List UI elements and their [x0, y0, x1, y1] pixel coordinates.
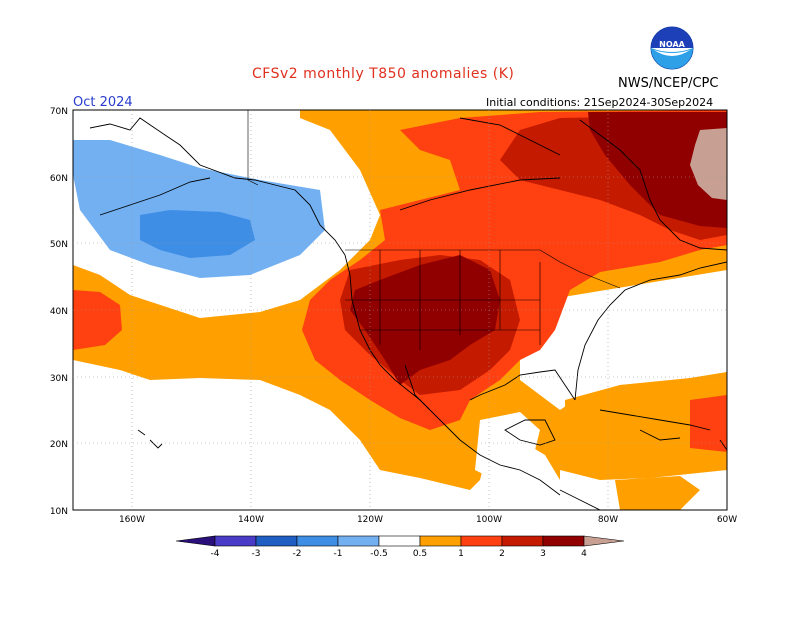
anomaly-fields: [73, 110, 727, 510]
colorbar-tick-label: -3: [252, 549, 261, 559]
lon-label: 80W: [598, 515, 618, 525]
latitude-labels: 70N 60N 50N 40N 30N 20N 10N: [50, 107, 68, 517]
longitude-labels: 160W 140W 120W 100W 80W 60W: [119, 515, 737, 525]
colorbar-swatch: [460, 535, 503, 547]
noaa-logo: NOAA: [650, 26, 694, 70]
lat-label: 70N: [50, 107, 68, 117]
lat-label: 20N: [50, 440, 68, 450]
colorbar-swatch: [501, 535, 544, 547]
colorbar-swatch: [175, 535, 216, 547]
map-title: CFSv2 monthly T850 anomalies (K): [252, 66, 515, 82]
lon-label: 140W: [238, 515, 264, 525]
colorbar-tick-label: 2: [499, 549, 505, 559]
colorbar-tick-label: -4: [211, 549, 220, 559]
colorbar-swatch: [255, 535, 298, 547]
colorbar-swatch: [583, 535, 625, 547]
colorbar-tick-label: -2: [293, 549, 302, 559]
colorbar-tick-label: 3: [540, 549, 546, 559]
lat-label: 50N: [50, 240, 68, 250]
lat-label: 40N: [50, 307, 68, 317]
colorbar-tick-label: -0.5: [370, 549, 388, 559]
initial-conditions: Initial conditions: 21Sep2024-30Sep2024: [486, 96, 714, 109]
coastlines: [89, 117, 727, 510]
forecast-month: Oct 2024: [73, 95, 133, 110]
colorbar-swatch: [378, 535, 421, 547]
colorbar-swatch: [542, 535, 585, 547]
colorbar-swatch: [337, 535, 380, 547]
anomaly-region-extreme: [690, 128, 727, 200]
lon-label: 60W: [717, 515, 737, 525]
anomaly-region-maroon: [588, 112, 727, 228]
colorbar-swatch: [296, 535, 339, 547]
colorbar-labels: -4 -3 -2 -1 -0.5 0.5 1 2 3 4: [211, 549, 588, 559]
lon-label: 160W: [119, 515, 145, 525]
colorbar-tick-label: -1: [334, 549, 343, 559]
noaa-logo-text: NOAA: [659, 40, 685, 49]
anomaly-region-blue: [140, 210, 255, 258]
political-borders: [247, 110, 621, 350]
lat-label: 60N: [50, 174, 68, 184]
graticule: [73, 110, 727, 510]
colorbar-swatch: [214, 535, 257, 547]
colorbar-tick-label: 0.5: [413, 549, 427, 559]
colorbar: [175, 535, 625, 547]
lon-label: 100W: [476, 515, 502, 525]
colorbar-swatch: [419, 535, 462, 547]
lat-label: 30N: [50, 374, 68, 384]
lat-label: 10N: [50, 507, 68, 517]
anomaly-region-lightblue: [73, 140, 325, 278]
colorbar-tick-label: 1: [458, 549, 464, 559]
colorbar-tick-label: 4: [581, 549, 587, 559]
agency-label: NWS/NCEP/CPC: [618, 76, 719, 91]
lon-label: 120W: [357, 515, 383, 525]
